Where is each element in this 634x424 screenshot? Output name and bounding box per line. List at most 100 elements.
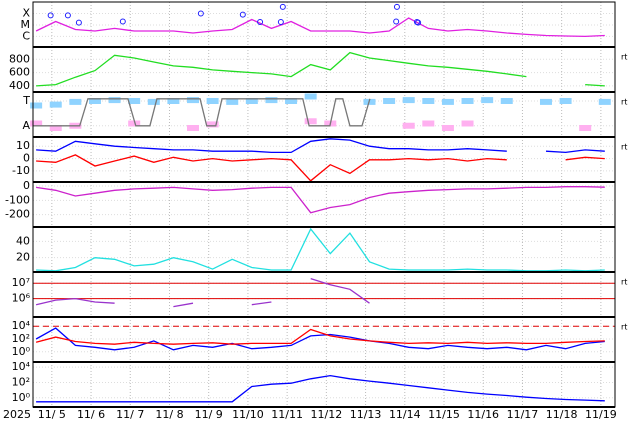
series-line — [36, 186, 605, 214]
data-dot — [402, 97, 415, 104]
flare-marker — [415, 19, 422, 26]
y-tick-label: 10⁶ — [12, 292, 31, 305]
data-dot — [30, 120, 43, 127]
data-dot — [441, 125, 454, 131]
flare-marker — [279, 3, 286, 10]
y-tick-label: 20 — [16, 251, 30, 264]
data-dot — [245, 98, 258, 104]
data-dot — [206, 98, 219, 104]
plot-frame — [32, 1, 616, 408]
data-dot — [402, 122, 415, 129]
data-dot — [304, 93, 317, 100]
flare-marker — [197, 10, 204, 17]
data-dot — [128, 98, 141, 104]
side-label: rt — [621, 53, 627, 62]
series-line — [35, 277, 370, 308]
data-dot — [598, 98, 611, 105]
x-tick-label: 11/ 7 — [116, 408, 144, 421]
data-dot — [187, 125, 200, 131]
data-dot — [304, 118, 317, 125]
y-tick-label: X — [22, 6, 30, 19]
y-tick-label: -10 — [12, 164, 30, 177]
series-line — [35, 328, 605, 345]
series-line — [33, 98, 371, 127]
y-tick-label: 10⁰ — [12, 345, 31, 358]
y-tick-label: 800 — [9, 52, 30, 65]
x-tick-label: 11/18 — [546, 408, 578, 421]
x-tick-label: 11/17 — [507, 408, 539, 421]
y-tick-label: -200 — [5, 208, 30, 221]
data-dot — [187, 97, 200, 104]
x-tick-label: 11/15 — [428, 408, 460, 421]
series-line — [36, 374, 605, 403]
data-dot — [539, 98, 552, 105]
flare-marker — [75, 19, 82, 26]
data-dot — [49, 125, 62, 131]
y-tick-label: M — [21, 18, 31, 31]
flare-marker — [239, 11, 246, 18]
y-tick-label: -100 — [5, 193, 30, 206]
y-tick-label: 10⁰ — [12, 391, 31, 404]
series-line — [35, 327, 605, 351]
data-dot — [441, 98, 454, 105]
series-line — [36, 227, 605, 272]
y-tick-label: 10⁴ — [12, 319, 31, 332]
y-tick-label: 0 — [23, 152, 30, 165]
data-dot — [226, 98, 239, 105]
x-tick-label: 11/ 5 — [38, 408, 66, 421]
y-tick-label: 10⁴ — [12, 360, 31, 373]
side-label: rt — [621, 278, 627, 287]
flare-marker — [47, 12, 54, 19]
data-dot — [461, 98, 474, 104]
data-dot — [88, 98, 101, 104]
x-tick-label: 11/10 — [232, 408, 264, 421]
data-dot — [383, 98, 396, 104]
data-dot — [481, 97, 494, 104]
flare-marker — [257, 19, 264, 26]
y-tick-label: 10⁷ — [12, 276, 30, 289]
x-tick-label: 11/ 6 — [77, 408, 105, 421]
y-tick-label: 400 — [9, 79, 30, 92]
y-tick-label: 10² — [12, 332, 30, 345]
x-tick-label: 11/14 — [389, 408, 421, 421]
x-tick-label: 11/ 8 — [155, 408, 183, 421]
data-dot — [108, 97, 121, 104]
side-label: rt — [621, 143, 627, 152]
series-line — [35, 17, 605, 38]
data-dot — [559, 98, 572, 104]
x-tick-label: 11/12 — [311, 408, 343, 421]
series-line — [36, 138, 605, 154]
flare-marker — [119, 18, 126, 25]
data-dot — [422, 120, 435, 127]
data-dot — [285, 98, 298, 104]
data-dot — [265, 97, 278, 104]
data-dot — [206, 121, 219, 128]
y-tick-label: 10² — [12, 375, 30, 388]
flare-marker — [393, 3, 400, 10]
x-tick-label: 11/19 — [585, 408, 617, 421]
data-dot — [167, 98, 180, 104]
y-tick-label: A — [22, 119, 30, 132]
x-tick-label: 11/11 — [271, 408, 303, 421]
series-line — [36, 51, 605, 87]
flare-marker — [64, 12, 71, 19]
data-dot — [30, 102, 43, 109]
x-tick-label: 11/13 — [350, 408, 382, 421]
series-line — [36, 154, 605, 182]
data-dot — [422, 98, 435, 104]
data-dot — [69, 98, 82, 105]
flare-marker — [277, 19, 284, 26]
y-tick-label: C — [22, 29, 30, 42]
side-label: rt — [621, 98, 627, 107]
data-dot — [49, 101, 62, 108]
year-label: 2025 — [3, 408, 31, 421]
y-tick-label: 0 — [23, 179, 30, 192]
y-tick-label: T — [22, 94, 30, 107]
data-dot — [128, 120, 141, 127]
y-tick-label: 40 — [16, 234, 30, 247]
side-label: rt — [621, 323, 627, 332]
data-dot — [147, 98, 160, 105]
x-tick-label: 11/16 — [467, 408, 499, 421]
y-tick-label: 600 — [9, 66, 30, 79]
